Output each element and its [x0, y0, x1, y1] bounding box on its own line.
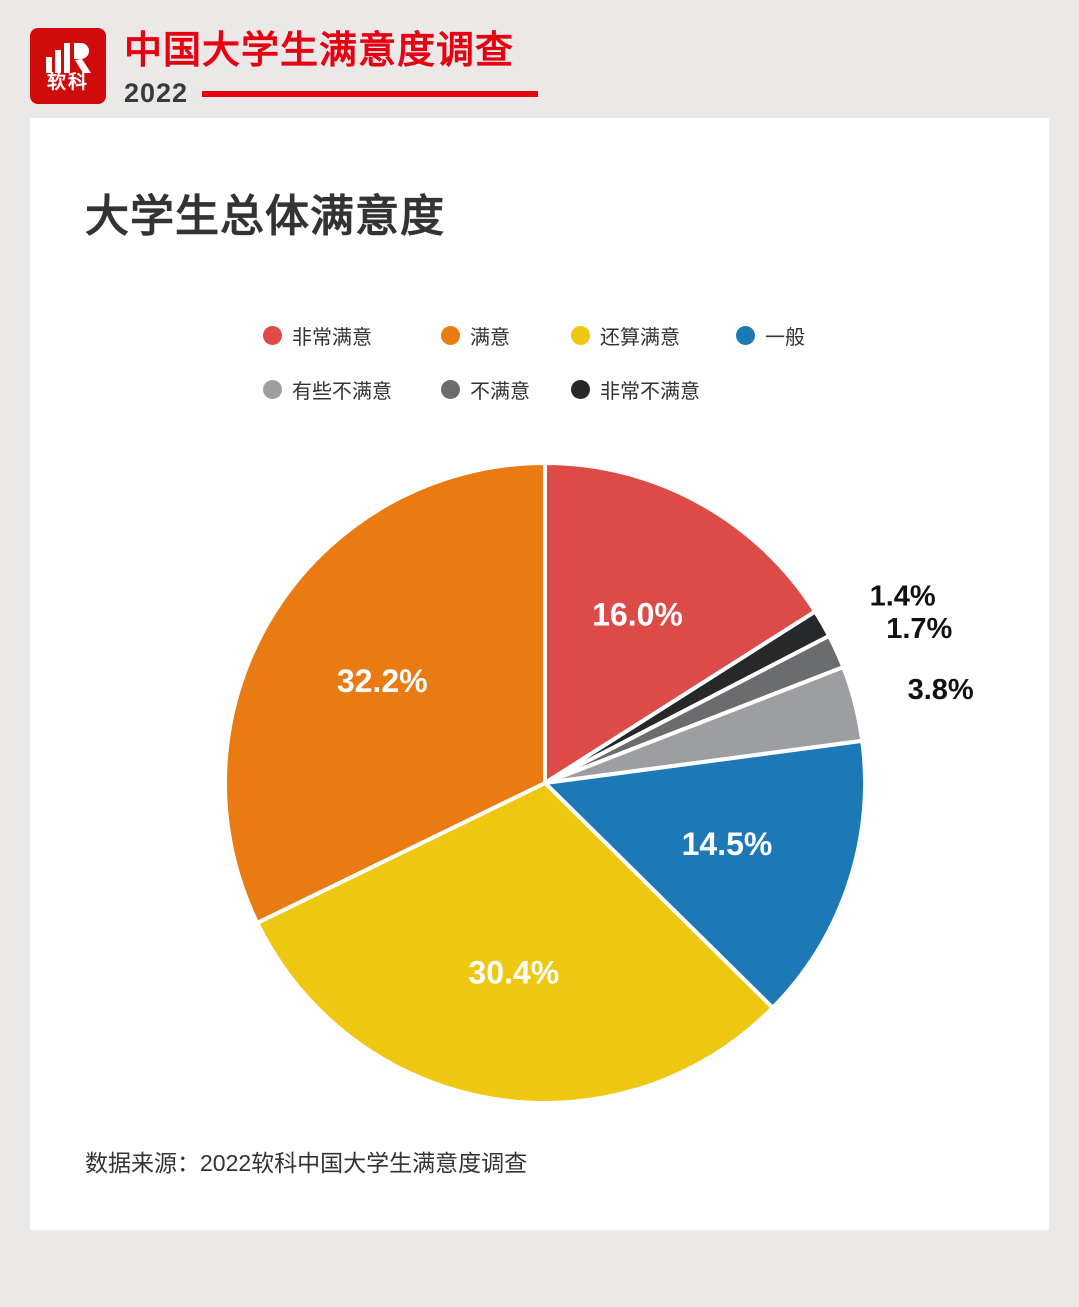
pie-slice [255, 781, 775, 1105]
pie-slice [223, 461, 547, 925]
slice-percent-label: 30.4% [468, 954, 559, 990]
legend-swatch [571, 380, 590, 399]
legend-label: 有些不满意 [292, 381, 392, 403]
legend-label: 还算满意 [600, 327, 680, 349]
legend-swatch [441, 380, 460, 399]
legend-item: 非常满意 [263, 321, 441, 350]
slice-percent-label: 14.5% [682, 826, 773, 862]
legend-swatch [571, 326, 590, 345]
survey-title: 中国大学生满意度调查 [124, 30, 515, 72]
legend-swatch [263, 380, 282, 399]
header: 软科 中国大学生满意度调查 2022 [0, 0, 1079, 108]
legend-label: 一般 [765, 327, 805, 349]
pie-wrap: 16.0% 1.4% 1.7% 3.8% 14.5% 30.4% 32.2% [215, 448, 1049, 1138]
slice-percent-label: 1.4% [870, 581, 936, 613]
logo-bars-icon [46, 42, 91, 73]
legend: 非常满意 满意 还算满意 一般有些不满意 不满意 非常不满意 [263, 321, 1049, 404]
red-underline [202, 91, 539, 98]
ruanke-logo: 软科 [30, 28, 106, 104]
legend-item: 有些不满意 [263, 375, 441, 404]
slice-percent-label: 32.2% [337, 663, 428, 699]
legend-swatch [441, 326, 460, 345]
pie-slice [543, 461, 818, 785]
legend-swatch [263, 326, 282, 345]
logo-text: 软科 [46, 71, 89, 93]
legend-swatch [736, 326, 755, 345]
year-row: 2022 [124, 77, 539, 109]
pie-slice [543, 738, 867, 1010]
legend-item: 不满意 [441, 375, 571, 404]
data-source: 数据来源：2022软科中国大学生满意度调查 [85, 1150, 528, 1176]
pie-chart: 16.0% 1.4%1.7% 3.8% 14.5% 30.4% 32.2% [223, 461, 974, 1105]
chart-title: 大学生总体满意度 [85, 192, 445, 241]
legend-item: 一般 [736, 321, 1049, 350]
header-text-block: 中国大学生满意度调查 2022 [124, 28, 539, 109]
legend-item: 满意 [441, 321, 571, 350]
slice-percent-label: 3.8% [908, 674, 974, 706]
legend-item: 非常不满意 [571, 375, 736, 404]
legend-label: 非常满意 [292, 327, 372, 349]
legend-item: 还算满意 [571, 321, 736, 350]
legend-label: 满意 [470, 327, 510, 349]
year-label: 2022 [124, 77, 189, 108]
slice-percent-label: 16.0% [592, 597, 683, 633]
slice-percent-label: 1.7% [886, 613, 952, 645]
legend-label: 不满意 [470, 381, 530, 403]
legend-label: 非常不满意 [600, 381, 700, 403]
chart-card: 大学生总体满意度 非常满意 满意 还算满意 一般有些不满意 不满意 非常不满意 16.0%… [30, 118, 1049, 1230]
